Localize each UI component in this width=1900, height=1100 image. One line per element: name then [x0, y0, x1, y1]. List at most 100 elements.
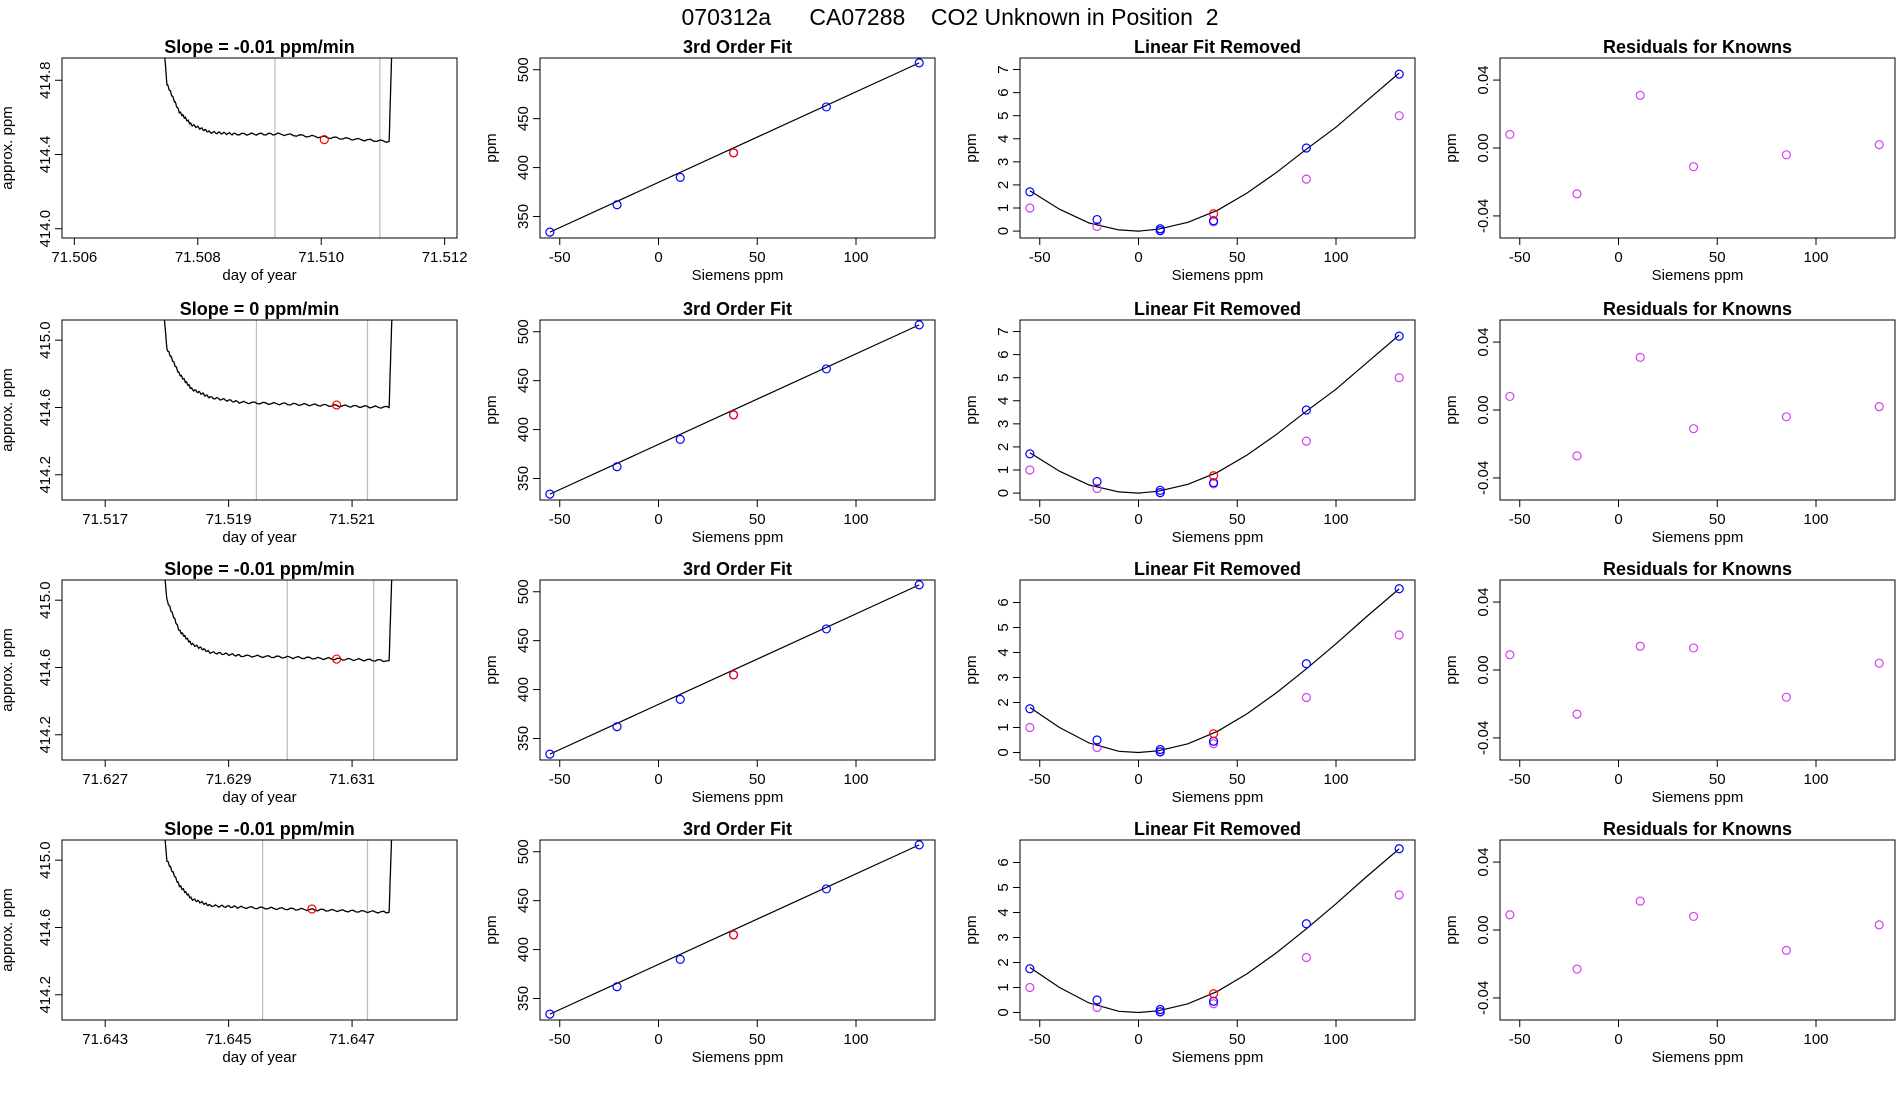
x-tick-label: 71.521	[329, 511, 375, 528]
x-axis-label: Siemens ppm	[1652, 1049, 1744, 1066]
panel-r3-c2: 3rd Order Fit -50 0 50 100 Siemens ppm 350 400 4…	[483, 559, 936, 806]
y-tick-label: 414.0	[37, 210, 54, 248]
x-tick-label: 50	[1709, 771, 1726, 788]
x-tick-label: 100	[1323, 249, 1348, 266]
y-axis-label: ppm	[1443, 133, 1460, 162]
y-tick-label: 414.8	[37, 61, 54, 99]
panel-r2-c1: Slope = 0 ppm/min 71.517 71.519 71.521 day o…	[0, 299, 458, 546]
x-axis-label: day of year	[222, 1049, 296, 1066]
known-point	[821, 884, 831, 894]
y-tick-label: 0	[995, 227, 1012, 235]
plot-frame	[1019, 579, 1416, 761]
x-tick-label: -50	[549, 249, 571, 266]
panel-r4-c3: Linear Fit Removed -50 0 50 100 Siemens ppm 0 1…	[963, 819, 1416, 1066]
residual-point	[1394, 890, 1404, 900]
y-tick-label: 0.00	[1475, 133, 1492, 162]
known-point	[612, 200, 622, 210]
x-tick-label: -50	[1509, 249, 1531, 266]
y-tick-label: 3	[995, 933, 1012, 941]
x-tick-label: 71.517	[82, 511, 128, 528]
known-point	[821, 624, 831, 634]
x-tick-label: 0	[1134, 249, 1142, 266]
plot-data	[164, 840, 393, 1020]
fit-curve	[1029, 334, 1400, 494]
y-tick-label: 0.00	[1475, 395, 1492, 424]
unknown-marker	[332, 400, 342, 410]
y-axis-label: ppm	[963, 915, 980, 944]
residual-point	[1781, 692, 1791, 702]
x-tick-label: 0	[1614, 771, 1622, 788]
y-tick-label: 1	[995, 723, 1012, 731]
known-point	[545, 489, 555, 499]
residual-point	[1394, 630, 1404, 640]
panel-title: Slope = -0.01 ppm/min	[164, 559, 355, 579]
residual-point	[1394, 373, 1404, 383]
x-axis-label: day of year	[222, 789, 296, 806]
known-point	[821, 364, 831, 374]
y-axis-label: ppm	[483, 915, 500, 944]
y-tick-label: 400	[515, 677, 532, 702]
plot-data	[1505, 90, 1884, 199]
x-tick-label: 50	[749, 249, 766, 266]
residual-point	[1025, 722, 1035, 733]
panel-r1-c2: 3rd Order Fit -50 0 50 100 Siemens ppm 350 400 4…	[483, 37, 936, 284]
residual-point	[1874, 140, 1884, 150]
x-tick-label: 71.631	[329, 771, 375, 788]
y-tick-label: 4	[995, 908, 1012, 916]
x-axis-label: Siemens ppm	[692, 267, 784, 284]
y-tick-label: 6	[995, 598, 1012, 606]
known-point	[1155, 226, 1165, 236]
panel-r4-c4: Residuals for Knowns -50 0 50 100 Siemens ppm…	[1443, 819, 1896, 1066]
known-point	[914, 840, 924, 850]
residual-point	[1874, 920, 1884, 930]
y-tick-label: 1	[995, 466, 1012, 474]
y-tick-label: 7	[995, 65, 1012, 73]
known-point	[1301, 405, 1311, 415]
known-point	[1092, 735, 1102, 745]
x-tick-label: 0	[1134, 771, 1142, 788]
y-axis-label: ppm	[963, 395, 980, 424]
x-tick-label: -50	[1509, 771, 1531, 788]
x-axis-label: Siemens ppm	[1172, 789, 1264, 806]
y-tick-label: -0.04	[1475, 199, 1492, 233]
y-tick-label: 0	[995, 748, 1012, 756]
unknown-point	[728, 410, 739, 420]
x-tick-label: 50	[749, 511, 766, 528]
plot-frame	[1499, 319, 1896, 501]
y-tick-label: 450	[515, 106, 532, 131]
y-tick-label: 5	[995, 883, 1012, 891]
plot-data	[1505, 352, 1884, 461]
y-tick-label: 2	[995, 958, 1012, 966]
x-tick-label: 0	[1134, 511, 1142, 528]
y-axis-label: approx. ppm	[0, 628, 16, 711]
residual-point	[1208, 999, 1219, 1009]
y-tick-label: 400	[515, 155, 532, 180]
x-tick-label: 100	[843, 1031, 868, 1048]
known-point	[545, 749, 555, 759]
x-tick-label: 71.647	[329, 1031, 375, 1048]
y-tick-label: 0.04	[1475, 327, 1492, 356]
x-tick-label: 50	[1229, 511, 1246, 528]
plot-data	[1505, 896, 1884, 974]
residual-point	[1301, 952, 1311, 963]
x-tick-label: 0	[654, 511, 662, 528]
panel-title: Residuals for Knowns	[1603, 37, 1792, 57]
x-tick-label: -50	[549, 771, 571, 788]
y-tick-label: 414.6	[37, 909, 54, 947]
residual-point	[1208, 739, 1219, 749]
panel-title: Linear Fit Removed	[1134, 37, 1301, 57]
x-axis-label: Siemens ppm	[1172, 267, 1264, 284]
panel-title: Residuals for Knowns	[1603, 299, 1792, 319]
y-tick-label: 7	[995, 327, 1012, 335]
panel-r2-c4: Residuals for Knowns -50 0 50 100 Siemens ppm…	[1443, 299, 1896, 546]
y-tick-label: 5	[995, 623, 1012, 631]
panel-r3-c1: Slope = -0.01 ppm/min 71.627 71.629 71.631 d…	[0, 559, 458, 806]
plot-frame	[1019, 319, 1416, 501]
x-tick-label: 0	[654, 1031, 662, 1048]
panel-title: 3rd Order Fit	[683, 819, 792, 839]
x-tick-label: 50	[1229, 1031, 1246, 1048]
y-axis-label: ppm	[1443, 395, 1460, 424]
residual-point	[1025, 982, 1035, 993]
panel-title: Linear Fit Removed	[1134, 299, 1301, 319]
panel-r1-c3: Linear Fit Removed -50 0 50 100 Siemens ppm 0 1…	[963, 37, 1416, 284]
